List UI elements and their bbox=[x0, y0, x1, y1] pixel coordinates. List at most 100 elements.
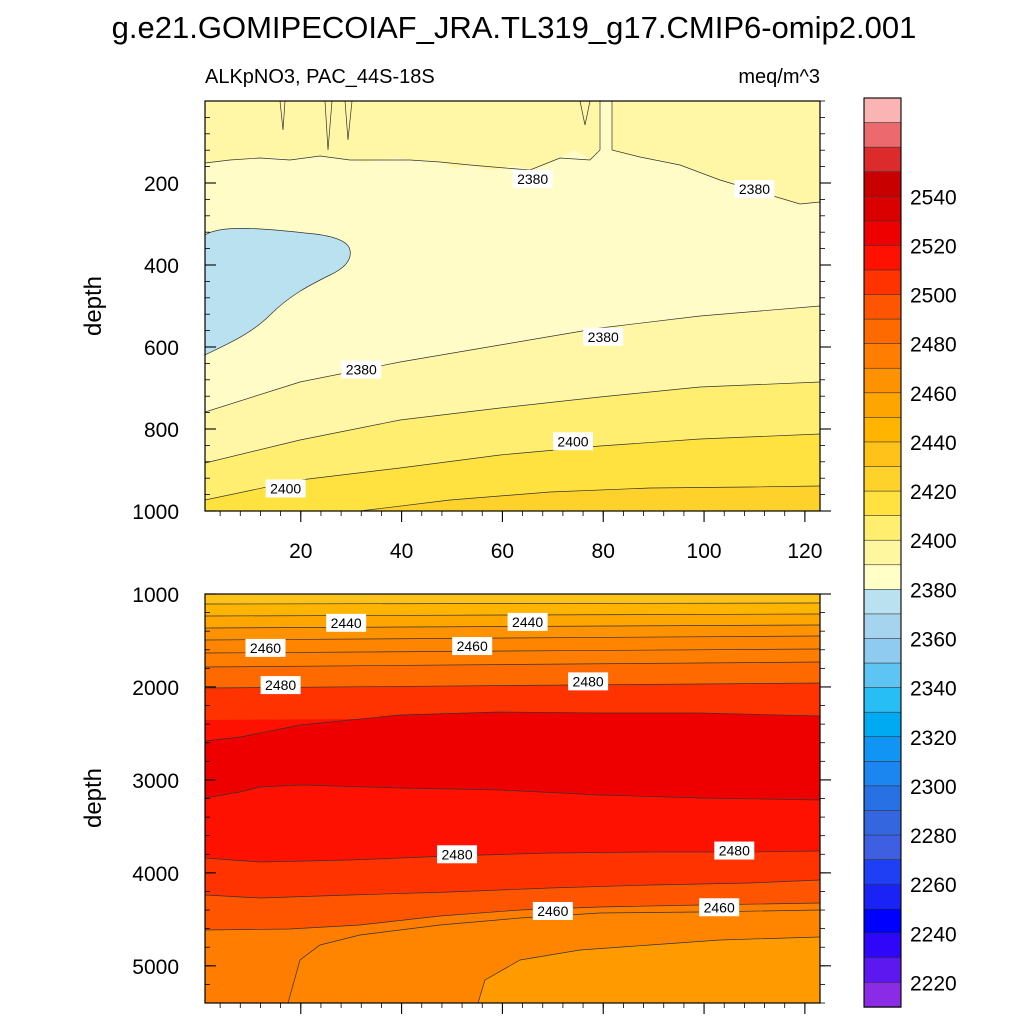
colorbar-swatch bbox=[863, 982, 902, 1008]
colorbar-swatch bbox=[863, 761, 902, 787]
lower-x-axis bbox=[219, 1003, 806, 1014]
figure-title: g.e21.GOMIPECOIAF_JRA.TL319_g17.CMIP6-om… bbox=[112, 10, 917, 45]
colorbar-label: 2320 bbox=[910, 727, 957, 750]
colorbar-label: 2540 bbox=[910, 186, 957, 209]
contour-label-text: 2400 bbox=[557, 433, 588, 449]
colorbar-frame bbox=[863, 97, 902, 1008]
colorbar-swatch bbox=[863, 318, 902, 345]
colorbar-swatch bbox=[863, 466, 902, 492]
contour-label-text: 2480 bbox=[265, 677, 296, 693]
upper-panel: 200 400 600 800 1000 20 40 60 80 100 120 2380 2380… bbox=[80, 100, 831, 563]
lower-panel: 1000 2000 3000 4000 5000 2440 2440 2460 2460 248… bbox=[80, 584, 831, 1014]
colorbar-swatch bbox=[863, 245, 902, 271]
colorbar-swatch bbox=[863, 687, 902, 713]
contour-label: 2460 bbox=[699, 898, 740, 917]
y-tick-label: 800 bbox=[144, 419, 179, 442]
contour-label-text: 2460 bbox=[250, 640, 281, 656]
colorbar-label: 2360 bbox=[910, 628, 957, 651]
contour-label-box bbox=[734, 180, 775, 199]
colorbar-label: 2280 bbox=[910, 825, 957, 848]
x-tick-label: 100 bbox=[687, 540, 722, 563]
contour-label: 2380 bbox=[512, 169, 553, 188]
x-tick-label: 40 bbox=[390, 540, 413, 563]
colorbar-swatch bbox=[863, 269, 902, 296]
colorbar-label: 2200 bbox=[910, 1022, 957, 1024]
colorbar-swatch bbox=[863, 122, 902, 148]
colorbar-swatch bbox=[863, 441, 902, 468]
contour-label-box bbox=[245, 638, 286, 657]
contour-label-box bbox=[507, 612, 548, 631]
contour-label-text: 2380 bbox=[739, 181, 770, 197]
y-tick-label: 5000 bbox=[132, 956, 179, 979]
colorbar-swatch bbox=[863, 662, 902, 689]
contour-label: 2460 bbox=[532, 901, 573, 920]
colorbar-swatch bbox=[863, 736, 902, 763]
contour-label-text: 2380 bbox=[517, 171, 548, 187]
y-tick-label: 1000 bbox=[132, 584, 179, 607]
upper-plot-frame bbox=[204, 100, 821, 512]
y-tick-label: 3000 bbox=[132, 770, 179, 793]
contour-label: 2460 bbox=[452, 637, 493, 656]
contour-label-text: 2460 bbox=[537, 903, 568, 919]
colorbar-swatch bbox=[863, 195, 902, 222]
y-tick-label: 1000 bbox=[132, 501, 179, 524]
contour-label: 2480 bbox=[714, 841, 755, 860]
colorbar-swatch bbox=[863, 490, 902, 517]
lower-contour-labels: 2440 2440 2460 2460 2480 2480 2480 2480 2460 2460 bbox=[245, 612, 755, 920]
contour-label-text: 2440 bbox=[331, 615, 362, 631]
contour-label-text: 2460 bbox=[704, 899, 735, 915]
upper-contour-fill bbox=[205, 101, 820, 511]
colorbar-swatch bbox=[863, 343, 902, 369]
colorbar-swatch bbox=[863, 417, 902, 443]
colorbar-swatch bbox=[863, 711, 902, 738]
colorbar-swatch bbox=[863, 613, 902, 640]
colorbar-swatch bbox=[863, 638, 902, 664]
contour-label: 2480 bbox=[437, 845, 478, 864]
contour-label-text: 2380 bbox=[346, 362, 377, 378]
y-tick-label: 2000 bbox=[132, 677, 179, 700]
colorbar-label: 2220 bbox=[910, 972, 957, 995]
colorbar-label: 2480 bbox=[910, 334, 957, 357]
colorbar: 2540 2520 2500 2480 2460 2440 2420 2400 2380 2360… bbox=[863, 97, 957, 1024]
contour-label-box bbox=[512, 169, 553, 188]
colorbar-label: 2400 bbox=[910, 530, 957, 553]
upper-y-axis-label: depth bbox=[80, 276, 107, 336]
contour-label-box bbox=[714, 841, 755, 860]
colorbar-swatch bbox=[863, 957, 902, 984]
contour-label-text: 2460 bbox=[457, 638, 488, 654]
contour-label-box bbox=[265, 479, 306, 498]
contour-label-box bbox=[583, 327, 624, 346]
contour-label-text: 2480 bbox=[441, 846, 472, 862]
colorbar-swatch bbox=[863, 564, 902, 591]
y-tick-label: 200 bbox=[144, 173, 179, 196]
contour-label-box bbox=[568, 672, 609, 691]
contour-label-box bbox=[341, 360, 382, 379]
colorbar-label: 2300 bbox=[910, 776, 957, 799]
contour-label-box bbox=[452, 637, 493, 656]
contour-label: 2400 bbox=[265, 479, 306, 498]
colorbar-swatch bbox=[863, 810, 902, 836]
y-tick-label: 400 bbox=[144, 255, 179, 278]
contour-label: 2400 bbox=[552, 432, 593, 451]
colorbar-swatch bbox=[863, 883, 902, 910]
contour-label: 2440 bbox=[326, 613, 367, 632]
contour-label-box bbox=[699, 898, 740, 917]
colorbar-label: 2380 bbox=[910, 579, 957, 602]
colorbar-label: 2520 bbox=[910, 235, 957, 258]
colorbar-label: 2260 bbox=[910, 874, 957, 897]
contour-label-box bbox=[552, 432, 593, 451]
subtitle-units: meq/m^3 bbox=[738, 66, 820, 88]
contour-label-text: 2440 bbox=[512, 614, 543, 630]
colorbar-swatch bbox=[863, 515, 902, 541]
colorbar-swatch bbox=[863, 97, 902, 124]
lower-y-axis: 1000 2000 3000 4000 5000 bbox=[132, 584, 831, 1004]
colorbar-label: 2340 bbox=[910, 678, 957, 701]
colorbar-label: 2440 bbox=[910, 432, 957, 455]
upper-x-axis: 20 40 60 80 100 120 bbox=[219, 511, 822, 563]
contour-label: 2480 bbox=[568, 672, 609, 691]
colorbar-swatch bbox=[863, 220, 902, 247]
y-tick-label: 600 bbox=[144, 337, 179, 360]
contour-label: 2440 bbox=[507, 612, 548, 631]
upper-y-axis: 200 400 600 800 1000 bbox=[132, 100, 831, 524]
contour-label-text: 2380 bbox=[588, 329, 619, 345]
